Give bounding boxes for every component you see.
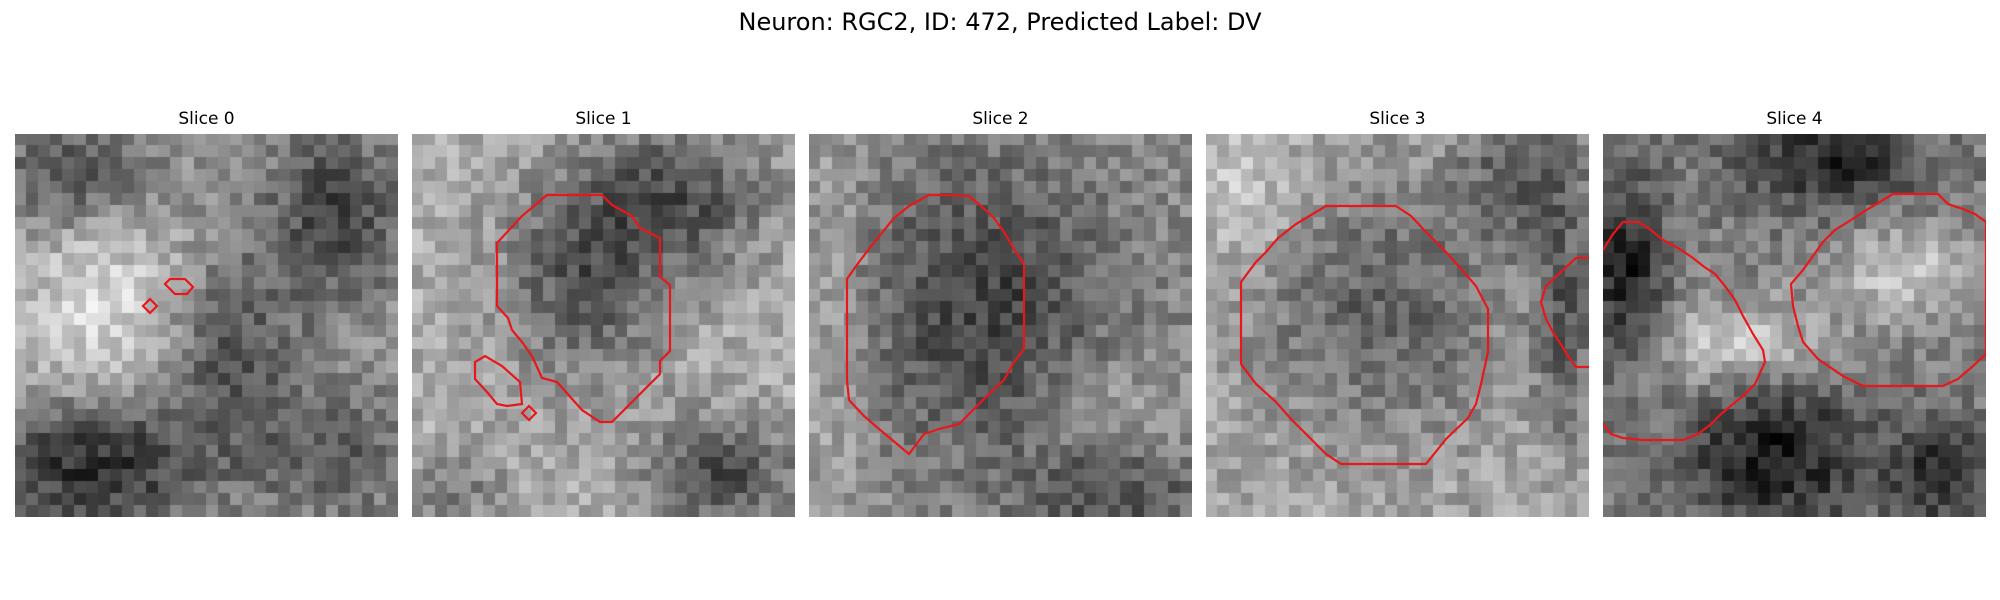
- slice-2-contour-main: [845, 193, 1026, 456]
- slice-3-title: Slice 3: [1369, 109, 1426, 129]
- slice-0-contour-small-loop: [163, 277, 195, 296]
- slice-2-title: Slice 2: [972, 109, 1029, 129]
- slice-4-image: [1603, 134, 1986, 517]
- slice-0-image: [15, 134, 398, 517]
- slice-3-contour-edge: [1539, 256, 1589, 369]
- slice-2-image: [809, 134, 1192, 517]
- slice-4-contours: [1603, 192, 1986, 442]
- slice-0-contour-tiny-diamond: [141, 297, 159, 315]
- slice-4-title: Slice 4: [1766, 109, 1823, 129]
- slice-4-contour-upper-right: [1789, 192, 1986, 388]
- slice-3-image: [1206, 134, 1589, 517]
- slice-0-contours: [141, 277, 195, 315]
- slice-1-title: Slice 1: [575, 109, 632, 129]
- slice-1-contour-tiny-diamond: [520, 404, 538, 422]
- figure-title: Neuron: RGC2, ID: 472, Predicted Label: …: [738, 8, 1262, 36]
- slice-0-title: Slice 0: [178, 109, 235, 129]
- slice-1-contours: [473, 193, 672, 424]
- slice-3-contours: [1239, 204, 1589, 466]
- slice-4-contour-left: [1603, 220, 1767, 442]
- slice-1-contour-side-loop: [473, 354, 524, 408]
- slice-2-contours: [845, 193, 1026, 456]
- slice-1-contour-main: [495, 193, 672, 424]
- slice-3-contour-main: [1239, 204, 1490, 466]
